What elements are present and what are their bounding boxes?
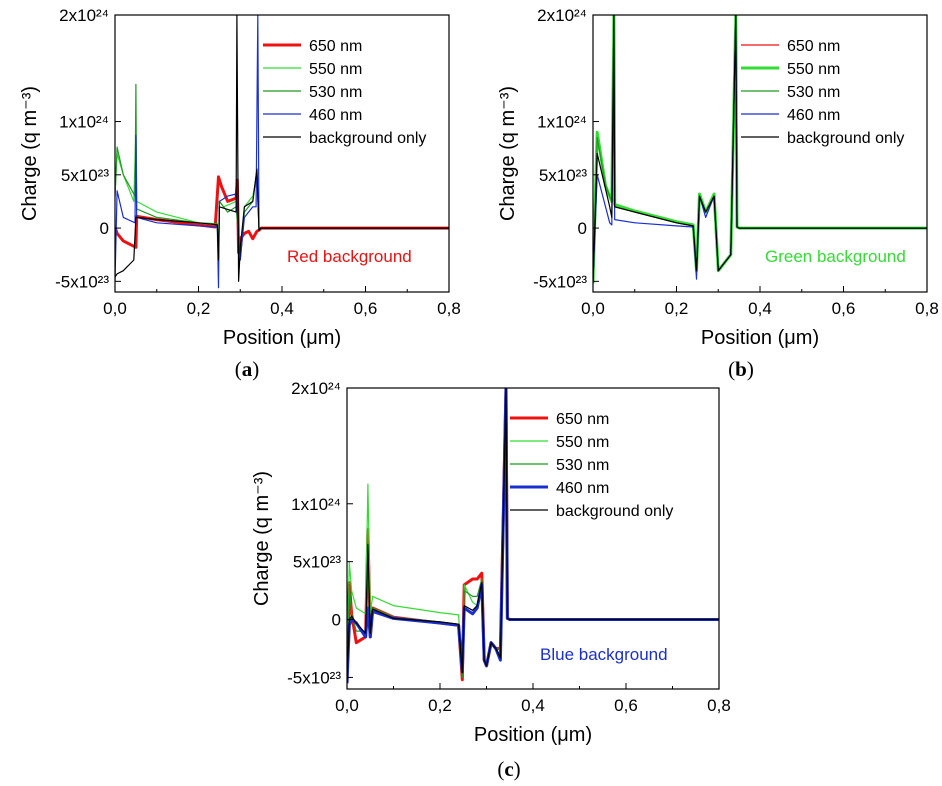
series-line-530-nm xyxy=(593,15,927,282)
series-line-530-nm xyxy=(115,83,449,261)
series-line-background-only xyxy=(115,15,449,282)
series-line-460-nm xyxy=(115,15,449,289)
panel-label: (c) xyxy=(497,757,520,781)
y-axis-title: Charge (q m⁻³) xyxy=(497,86,519,221)
legend-label: 550 nm xyxy=(556,434,609,451)
chart-panel-a: 0,0 0,2 0,4 0,6 0,8 -5x10²³ 0 5x10²³ 1x10²⁴ 2x10²… xyxy=(19,6,461,381)
background-annotation: Red background xyxy=(287,247,412,266)
series-line-550-nm xyxy=(115,131,449,256)
chart-panel-b: 0,0 0,2 0,4 0,6 0,8 -5x10²³ 0 5x10²³ 1x10²⁴ 2x10²… xyxy=(497,6,939,381)
y-tick-label: 0 xyxy=(578,219,587,238)
series-lines xyxy=(347,388,719,684)
x-tick-label: 0,2 xyxy=(665,299,689,318)
x-tick-label: 0,8 xyxy=(437,299,461,318)
y-tick-label: 0 xyxy=(100,219,109,238)
x-tick-label: 0,0 xyxy=(335,696,359,715)
x-axis-title: Position (μm) xyxy=(701,327,819,349)
y-axis-title: Charge (q m⁻³) xyxy=(19,86,41,221)
series-line-460-nm xyxy=(347,388,719,684)
legend-label: 550 nm xyxy=(787,61,840,78)
legend-label: 650 nm xyxy=(787,38,840,55)
background-annotation: Green background xyxy=(765,247,906,266)
x-tick-label: 0,6 xyxy=(614,696,638,715)
chart-panel-c: 0,0 0,2 0,4 0,6 0,8 -5x10²³ 0 5x10²³ 1x10²⁴ 2x10²… xyxy=(251,379,731,781)
y-tick-label: -5x10²³ xyxy=(533,272,587,291)
panel-label: (a) xyxy=(235,357,260,381)
plot-frame xyxy=(346,387,720,690)
panel-label: (b) xyxy=(728,357,754,381)
series-line-background-only xyxy=(347,388,719,684)
x-axis-title: Position (μm) xyxy=(474,724,592,746)
x-tick-label: 0,0 xyxy=(581,299,605,318)
legend: 650 nm 550 nm 530 nm 460 nm background only xyxy=(741,38,904,147)
y-tick-label: 5x10²³ xyxy=(61,166,110,185)
legend-label: 530 nm xyxy=(787,84,840,101)
x-tick-label: 0,8 xyxy=(915,299,939,318)
series-line-550-nm xyxy=(347,388,719,684)
y-tick-label: 2x10²⁴ xyxy=(537,6,587,25)
x-tick-label: 0,6 xyxy=(354,299,378,318)
legend-label: 650 nm xyxy=(309,38,362,55)
legend: 650 nm 550 nm 530 nm 460 nm background only xyxy=(263,38,426,147)
x-tick-label: 0,4 xyxy=(270,299,294,318)
series-line-650-nm xyxy=(347,388,719,684)
y-tick-label: -5x10²³ xyxy=(287,668,341,687)
legend-label: 460 nm xyxy=(556,480,609,497)
y-tick-label: 1x10²⁴ xyxy=(59,113,109,132)
series-lines xyxy=(115,15,449,289)
legend-label: 530 nm xyxy=(309,84,362,101)
y-axis-title: Charge (q m⁻³) xyxy=(251,471,273,606)
series-lines xyxy=(593,15,927,284)
y-tick-label: 2x10²⁴ xyxy=(59,6,109,25)
series-line-650-nm xyxy=(115,175,449,255)
legend: 650 nm 550 nm 530 nm 460 nm background only xyxy=(510,411,673,520)
legend-label: 650 nm xyxy=(556,411,609,428)
legend-label: 530 nm xyxy=(556,457,609,474)
background-annotation: Blue background xyxy=(540,645,668,664)
series-line-460-nm xyxy=(593,15,927,282)
x-tick-label: 0,2 xyxy=(428,696,452,715)
legend-label: 460 nm xyxy=(787,107,840,124)
y-tick-label: 2x10²⁴ xyxy=(291,379,341,398)
legend-label: 550 nm xyxy=(309,61,362,78)
y-tick-label: 5x10²³ xyxy=(293,553,342,572)
x-tick-label: 0,4 xyxy=(748,299,772,318)
x-axis-title: Position (μm) xyxy=(223,327,341,349)
series-line-530-nm xyxy=(347,388,719,684)
x-tick-label: 0,0 xyxy=(103,299,127,318)
y-tick-label: -5x10²³ xyxy=(55,272,109,291)
y-tick-label: 5x10²³ xyxy=(539,166,588,185)
series-line-650-nm xyxy=(593,15,927,282)
legend-label: background only xyxy=(556,503,673,520)
y-tick-label: 1x10²⁴ xyxy=(291,495,341,514)
legend-label: 460 nm xyxy=(309,107,362,124)
legend-label: background only xyxy=(787,130,904,147)
y-tick-label: 1x10²⁴ xyxy=(537,113,587,132)
series-line-background-only xyxy=(593,15,927,282)
legend-label: background only xyxy=(309,130,426,147)
x-tick-label: 0,8 xyxy=(707,696,731,715)
y-tick-label: 0 xyxy=(332,611,341,630)
series-line-550-nm xyxy=(593,15,927,284)
x-tick-label: 0,6 xyxy=(832,299,856,318)
x-tick-label: 0,2 xyxy=(187,299,211,318)
x-tick-label: 0,4 xyxy=(521,696,545,715)
